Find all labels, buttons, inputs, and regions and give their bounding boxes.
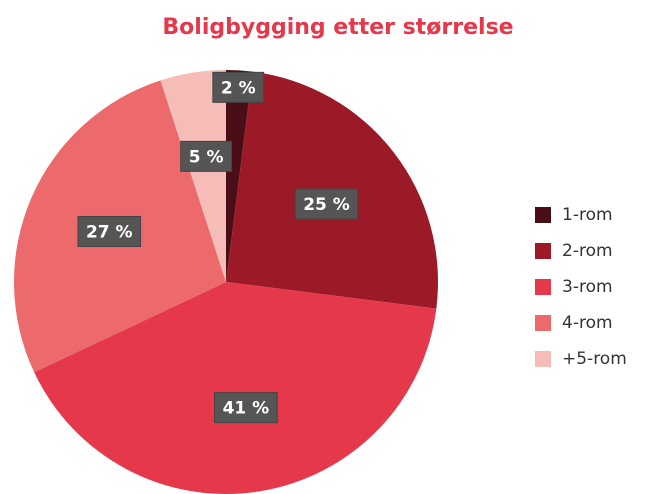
legend-swatch [535, 279, 551, 295]
pie-slice [226, 70, 253, 282]
value-label: 25 % [303, 195, 350, 215]
legend-label: 1-rom [562, 205, 613, 225]
legend-label: 2-rom [562, 241, 613, 261]
value-label: 2 % [221, 78, 256, 98]
pie-slice [160, 70, 226, 282]
legend-swatch [535, 351, 551, 367]
label-bg [294, 188, 359, 220]
legend-swatch [535, 207, 551, 223]
legend-swatch [535, 315, 551, 331]
legend-swatch [535, 243, 551, 259]
value-label-box: 25 % [294, 188, 359, 220]
chart-title: Boligbygging etter størrelse [162, 15, 513, 40]
pie-slice [34, 282, 437, 494]
legend-label: +5-rom [562, 349, 627, 369]
value-label: 41 % [223, 399, 270, 419]
label-bg [77, 215, 142, 247]
value-label-box: 27 % [77, 215, 142, 247]
label-bg [180, 140, 232, 172]
value-label-box: 5 % [180, 140, 232, 172]
label-bg [214, 392, 278, 424]
value-label: 5 % [189, 147, 224, 167]
legend-label: 3-rom [562, 277, 613, 297]
value-label-box: 41 % [214, 392, 278, 424]
value-label-box: 2 % [212, 71, 265, 103]
label-bg [212, 71, 265, 103]
legend-label: 4-rom [562, 313, 613, 333]
value-label: 27 % [86, 222, 133, 242]
